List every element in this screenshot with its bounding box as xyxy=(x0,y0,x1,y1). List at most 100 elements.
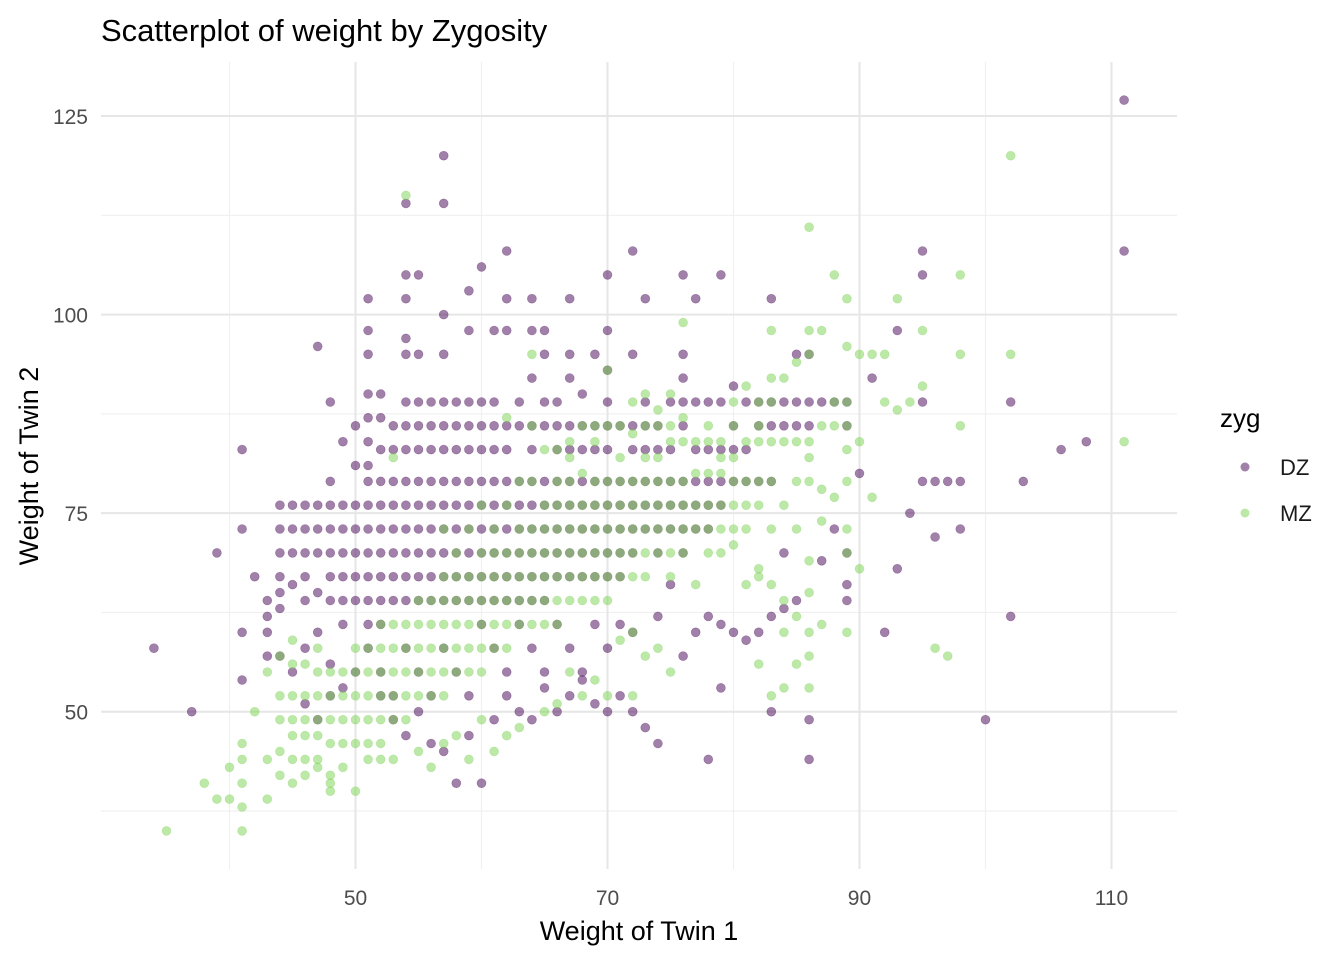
data-point-mz xyxy=(804,436,814,447)
data-point-dz xyxy=(325,397,336,407)
data-point-mz xyxy=(577,690,588,701)
data-point-mz xyxy=(678,500,688,511)
data-point-mz xyxy=(275,714,285,725)
data-point-dz xyxy=(590,349,600,360)
data-point-dz xyxy=(363,293,373,304)
data-point-mz xyxy=(287,714,298,725)
data-point-dz xyxy=(716,397,726,407)
data-point-dz xyxy=(804,714,814,725)
data-point-mz xyxy=(464,643,474,654)
data-point-mz xyxy=(212,794,222,804)
data-point-dz xyxy=(413,444,424,455)
data-point-dz xyxy=(388,500,399,511)
x-tick-label: 50 xyxy=(344,887,367,910)
grid-major xyxy=(101,62,1177,869)
data-point-dz xyxy=(426,738,436,749)
data-point-dz xyxy=(917,270,928,280)
data-point-dz xyxy=(640,397,651,407)
data-point-mz xyxy=(716,436,726,447)
data-point-dz xyxy=(350,571,361,582)
data-point-mz xyxy=(955,420,966,431)
data-point-dz xyxy=(451,420,462,431)
data-point-mz xyxy=(665,476,676,487)
data-point-mz xyxy=(1119,436,1129,447)
data-point-dz xyxy=(476,476,487,487)
data-point-dz xyxy=(955,524,966,534)
data-point-dz xyxy=(287,579,298,590)
data-point-dz xyxy=(451,444,462,455)
data-point-mz xyxy=(590,595,600,606)
data-point-dz xyxy=(653,444,663,455)
data-point-mz xyxy=(602,571,613,582)
data-point-dz xyxy=(312,524,323,534)
data-point-mz xyxy=(602,500,613,511)
data-point-dz xyxy=(451,397,462,407)
data-point-mz xyxy=(375,754,386,765)
data-point-mz xyxy=(438,524,449,534)
data-point-dz xyxy=(363,349,373,360)
data-point-mz xyxy=(476,714,487,725)
data-point-dz xyxy=(413,571,424,582)
data-point-mz xyxy=(451,571,462,582)
data-point-dz xyxy=(753,627,764,638)
data-point-mz xyxy=(665,389,676,399)
data-point-mz xyxy=(653,405,663,415)
data-point-mz xyxy=(590,548,600,558)
data-point-dz xyxy=(627,706,638,717)
data-point-dz xyxy=(476,397,487,407)
data-point-dz xyxy=(716,683,726,693)
data-point-dz xyxy=(338,524,348,534)
data-point-mz xyxy=(867,349,877,360)
data-point-dz xyxy=(930,532,940,542)
data-point-mz xyxy=(489,571,499,582)
data-point-dz xyxy=(287,500,298,511)
data-point-mz xyxy=(842,293,852,304)
data-point-mz xyxy=(564,500,575,511)
data-point-mz xyxy=(401,619,411,630)
data-point-dz xyxy=(464,285,474,296)
data-point-dz xyxy=(388,524,399,534)
data-point-dz xyxy=(438,500,449,511)
data-point-mz xyxy=(577,420,588,431)
data-point-mz xyxy=(501,643,512,654)
data-point-dz xyxy=(942,476,953,487)
data-point-dz xyxy=(779,420,789,431)
data-point-dz xyxy=(401,198,411,209)
data-point-mz xyxy=(703,420,714,431)
data-point-dz xyxy=(602,270,613,280)
data-point-dz xyxy=(237,675,247,685)
data-point-mz xyxy=(325,690,336,701)
data-point-dz xyxy=(401,500,411,511)
data-point-mz xyxy=(350,786,361,797)
data-point-mz xyxy=(514,524,525,534)
data-point-mz xyxy=(590,420,600,431)
data-point-dz xyxy=(930,476,940,487)
data-point-dz xyxy=(514,706,525,717)
data-point-mz xyxy=(766,524,777,534)
data-point-dz xyxy=(1018,476,1029,487)
data-point-mz xyxy=(627,627,638,638)
data-point-mz xyxy=(501,500,512,511)
data-point-mz xyxy=(804,627,814,638)
data-point-mz xyxy=(249,706,260,717)
data-point-dz xyxy=(564,643,575,654)
data-point-mz xyxy=(653,476,663,487)
data-point-dz xyxy=(514,397,525,407)
data-point-mz xyxy=(501,548,512,558)
data-point-mz xyxy=(527,548,537,558)
data-point-dz xyxy=(300,571,310,582)
data-point-mz xyxy=(300,714,310,725)
data-point-mz xyxy=(237,778,247,789)
data-point-dz xyxy=(363,460,373,471)
data-point-mz xyxy=(917,381,928,391)
data-point-dz xyxy=(464,420,474,431)
data-point-dz xyxy=(476,524,487,534)
data-point-dz xyxy=(539,667,550,677)
data-point-mz xyxy=(564,436,575,447)
data-point-mz xyxy=(728,500,739,511)
data-point-mz xyxy=(552,595,562,606)
data-point-dz xyxy=(564,373,575,383)
data-point-mz xyxy=(602,476,613,487)
data-point-dz xyxy=(388,476,399,487)
y-axis-ticks: 50 75 100 125 xyxy=(53,106,88,725)
